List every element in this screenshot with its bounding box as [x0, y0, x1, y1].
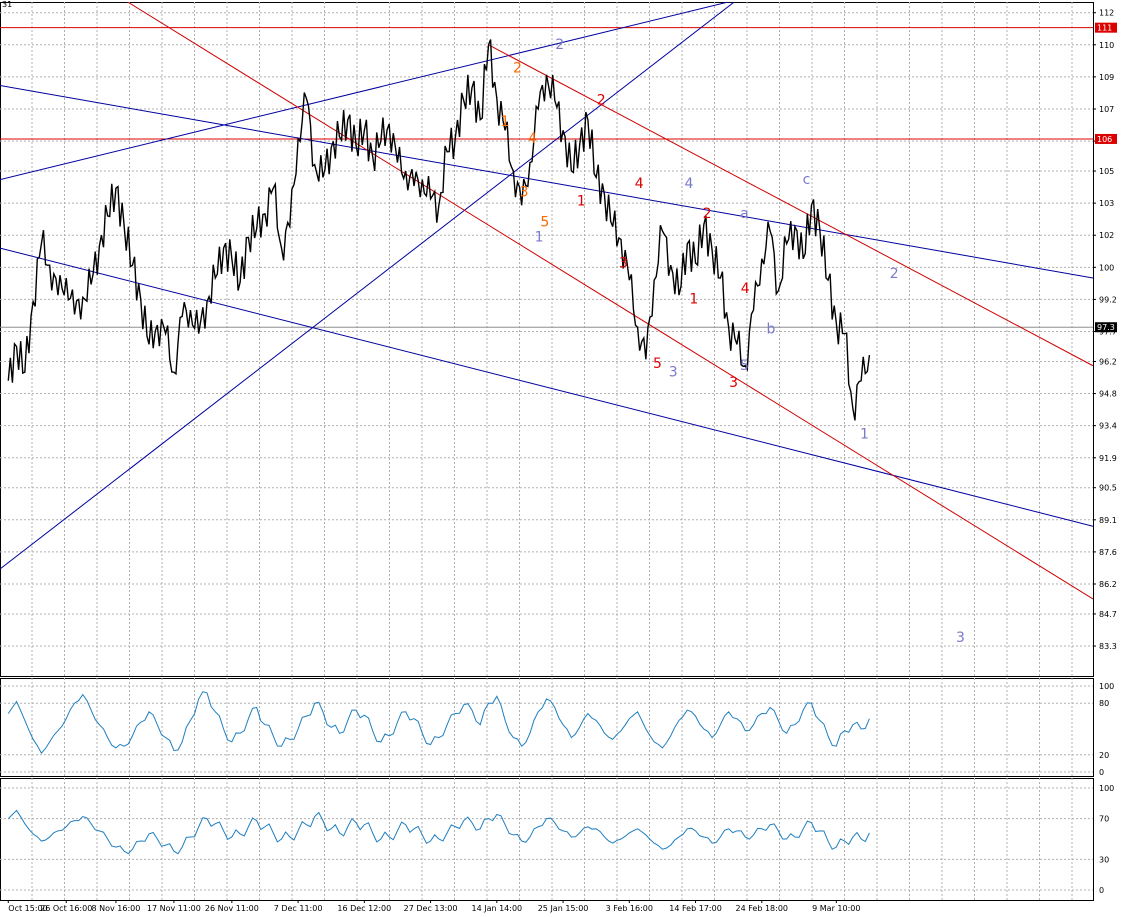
x-tick-label: 8 Nov 16:00 [92, 904, 141, 913]
price-label-top: 111 [1097, 24, 1112, 33]
y-tick-label: 91.9 [1099, 454, 1117, 463]
wave-label: 1 [501, 114, 510, 130]
y-tick-label: 93.4 [1099, 422, 1117, 431]
wave-label: 1 [860, 426, 869, 442]
y-tick-label: 89.1 [1099, 516, 1117, 525]
wave-label: 3 [956, 630, 965, 646]
oscillator-y-tick-label: 0 [1099, 886, 1104, 895]
wave-label: 2 [555, 37, 564, 53]
y-tick-label: 100 [1099, 263, 1114, 272]
trendline [126, 2, 1093, 600]
wave-label: 4 [684, 176, 693, 192]
grid-layer [0, 2, 1094, 901]
trendline-layer [0, 2, 1093, 600]
wave-label: 3 [619, 255, 628, 271]
wave-label: 5 [740, 358, 749, 374]
y-tick-label: 107 [1099, 105, 1114, 114]
wave-label: 5 [540, 215, 549, 231]
y-tick-label: 90.5 [1099, 484, 1117, 493]
wave-label: 1 [577, 193, 586, 209]
wave-label: 2 [597, 93, 606, 109]
trendline [0, 2, 731, 181]
y-tick-label: 83.3 [1099, 642, 1117, 651]
wave-label: b [766, 322, 775, 338]
wave-label: 4 [528, 131, 537, 147]
wave-label: 2 [890, 266, 899, 282]
x-tick-label: 3 Feb 16:00 [606, 904, 653, 913]
y-tick-label: 103 [1099, 199, 1114, 208]
oscillator-2-line [7, 809, 870, 855]
trendline [0, 84, 1093, 279]
oscillator-y-tick-label: 30 [1099, 855, 1109, 864]
trendline [0, 247, 1093, 527]
price-series-line [7, 39, 871, 421]
wave-label: 4 [635, 176, 644, 192]
price-series-layer [7, 39, 871, 421]
x-tick-label: 27 Dec 13:00 [404, 904, 458, 913]
wave-label: 1 [535, 230, 544, 246]
oscillator-y-tick-label: 100 [1099, 682, 1114, 691]
y-tick-label: 99.2 [1099, 295, 1117, 304]
oscillator-y-tick-label: 70 [1099, 815, 1109, 824]
trendline [0, 2, 735, 570]
y-tick-label: 112 [1099, 9, 1114, 18]
x-tick-label: 26 Nov 11:00 [205, 904, 259, 913]
oscillator-1-line [7, 691, 870, 754]
wave-label: a [740, 206, 749, 222]
y-tick-label: 102 [1099, 231, 1114, 240]
x-tick-label: 26 Oct 16:00 [40, 904, 92, 913]
oscillator-y-tick-label: 0 [1099, 768, 1104, 777]
oscillator-y-tick-label: 20 [1099, 751, 1109, 760]
panel-frame [0, 2, 1094, 677]
y-tick-label: 84.7 [1099, 610, 1117, 619]
wave-label: 3 [669, 364, 678, 380]
oscillator-y-tick-label: 100 [1099, 784, 1114, 793]
x-tick-label: 24 Feb 18:00 [736, 904, 788, 913]
axis-layer: 11211010910710610510310210099.297.796.29… [7, 9, 1117, 913]
y-tick-label: 110 [1099, 41, 1114, 50]
wave-label: 1 [689, 292, 698, 308]
x-tick-label: 14 Jan 14:00 [471, 904, 522, 913]
wave-label: 2 [513, 61, 522, 77]
x-tick-label: 16 Dec 12:00 [337, 904, 391, 913]
x-tick-label: 7 Dec 11:00 [274, 904, 323, 913]
y-tick-label: 94.8 [1099, 390, 1117, 399]
y-tick-label: 105 [1099, 167, 1114, 176]
price-label-current: 97.3 [1097, 323, 1115, 332]
price-label-mid-bg [1095, 133, 1117, 144]
x-tick-label: Oct 15:00 [8, 904, 47, 913]
wave-label: 3 [520, 185, 529, 201]
wave-label: 3 [729, 375, 738, 391]
price-label-mid: 106 [1097, 135, 1112, 144]
wave-label: 4 [741, 281, 750, 297]
x-tick-label: 14 Feb 17:00 [669, 904, 721, 913]
panel-frame [0, 678, 1094, 777]
x-tick-label: 17 Nov 11:00 [147, 904, 201, 913]
wave-label: 5 [653, 356, 662, 372]
price-label-top-bg [1095, 22, 1117, 33]
price-label-current-bg [1095, 322, 1117, 333]
x-tick-label: 9 Mar 10:00 [812, 904, 860, 913]
oscillator-2-layer [7, 809, 870, 855]
y-tick-label: 86.2 [1099, 580, 1117, 589]
oscillator-y-tick-label: 80 [1099, 699, 1109, 708]
y-tick-label: 87.6 [1099, 548, 1117, 557]
y-tick-label: 96.2 [1099, 357, 1117, 366]
panel-frame [0, 778, 1094, 901]
trendline [488, 44, 1093, 367]
wave-label: c [803, 172, 811, 188]
y-tick-label: 109 [1099, 73, 1114, 82]
x-tick-label: 25 Jan 15:00 [538, 904, 589, 913]
wave-label: 2 [703, 206, 712, 222]
corner-label: 31 [2, 0, 12, 9]
oscillator-1-layer [7, 691, 870, 754]
